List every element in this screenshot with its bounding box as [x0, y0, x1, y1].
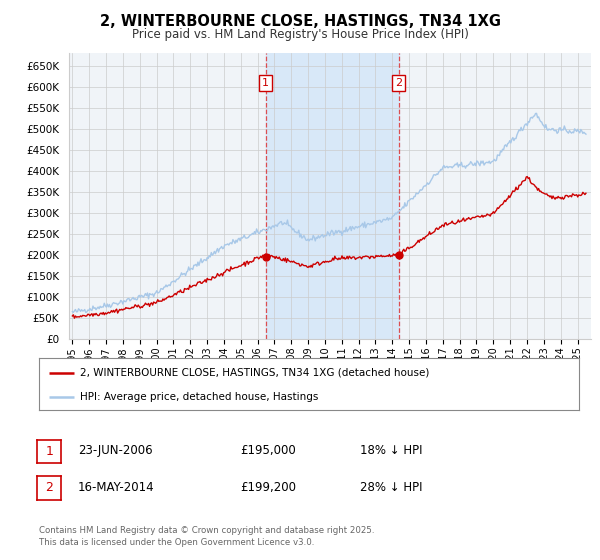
- Bar: [266, 53, 398, 339]
- Text: Contains HM Land Registry data © Crown copyright and database right 2025.
This d: Contains HM Land Registry data © Crown c…: [39, 526, 374, 547]
- Text: 1: 1: [45, 445, 53, 458]
- Text: 2, WINTERBOURNE CLOSE, HASTINGS, TN34 1XG: 2, WINTERBOURNE CLOSE, HASTINGS, TN34 1X…: [100, 14, 500, 29]
- Text: 28% ↓ HPI: 28% ↓ HPI: [360, 480, 422, 494]
- Text: £195,000: £195,000: [240, 444, 296, 458]
- Text: Price paid vs. HM Land Registry's House Price Index (HPI): Price paid vs. HM Land Registry's House …: [131, 28, 469, 41]
- Text: 16-MAY-2014: 16-MAY-2014: [78, 480, 155, 494]
- Text: 1: 1: [262, 78, 269, 88]
- Text: 2: 2: [45, 481, 53, 494]
- Text: 23-JUN-2006: 23-JUN-2006: [78, 444, 152, 458]
- Text: 2: 2: [395, 78, 402, 88]
- Text: 2, WINTERBOURNE CLOSE, HASTINGS, TN34 1XG (detached house): 2, WINTERBOURNE CLOSE, HASTINGS, TN34 1X…: [79, 368, 429, 378]
- Text: £199,200: £199,200: [240, 480, 296, 494]
- Text: HPI: Average price, detached house, Hastings: HPI: Average price, detached house, Hast…: [79, 392, 318, 402]
- Text: 18% ↓ HPI: 18% ↓ HPI: [360, 444, 422, 458]
